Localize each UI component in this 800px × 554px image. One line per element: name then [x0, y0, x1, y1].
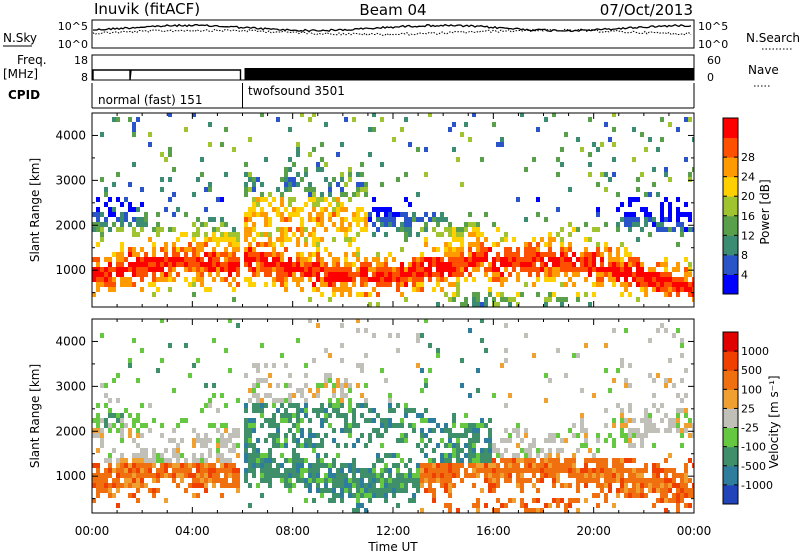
noise-sky-trace — [92, 23, 692, 33]
colorbar-swatch — [723, 118, 738, 139]
noise-right-tick-bottom: 10^0 — [698, 38, 728, 51]
x-axis-ticks: 00:00 04:00 08:00 12:00 16:00 20:00 00:00 — [75, 113, 712, 538]
colorbar-swatch — [723, 176, 738, 197]
x-tick-label: 00:00 — [75, 524, 110, 538]
x-tick-label: 12:00 — [376, 524, 411, 538]
colorbar-swatch — [723, 235, 738, 256]
noise-search-trace — [92, 28, 692, 37]
y-tick-label: 3000 — [55, 173, 86, 187]
colorbar-tick-label: 16 — [741, 210, 755, 223]
colorbar-tick-label: 100 — [741, 383, 762, 396]
colorbar-tick-label: 28 — [741, 151, 755, 164]
nave-trace — [244, 68, 694, 80]
velocity-colorbar-label: Velocity [m s⁻¹] — [767, 375, 781, 468]
y-tick-label: 2000 — [55, 424, 86, 438]
y-tick-label: 4000 — [55, 128, 86, 142]
colorbar-swatch — [723, 370, 738, 390]
colorbar-tick-label: 25 — [741, 402, 755, 415]
y-tick-label: 1000 — [55, 469, 86, 483]
colorbar-swatch — [723, 157, 738, 178]
nave-label: Nave — [748, 63, 779, 77]
freq-label-top: Freq. — [17, 53, 47, 67]
noise-left-tick-top: 10^5 — [58, 20, 88, 33]
colorbar-tick-label: 12 — [741, 229, 755, 242]
cpid-mode-twofsound: twofsound 3501 — [248, 84, 345, 98]
power-ylabel: Slant Range [km] — [28, 158, 42, 262]
colorbar-tick-label: -100 — [741, 441, 766, 454]
colorbar-tick-label: 1000 — [741, 345, 769, 358]
power-panel: 1000 2000 3000 4000 Slant Range [km] — [28, 112, 695, 308]
y-tick-label: 4000 — [55, 334, 86, 348]
power-y-ticks: 1000 2000 3000 4000 — [55, 128, 694, 294]
colorbar-swatch — [723, 254, 738, 275]
freq-tick-bottom: 8 — [81, 71, 88, 84]
x-axis-label: Time UT — [367, 540, 418, 554]
colorbar-tick-label: 4 — [741, 268, 748, 281]
frequency-trace — [92, 69, 242, 81]
colorbar-swatch — [723, 332, 738, 352]
colorbar-tick-label: 500 — [741, 364, 762, 377]
x-tick-label: 08:00 — [275, 524, 310, 538]
colorbar-swatch — [723, 389, 738, 409]
colorbar-swatch — [723, 137, 738, 158]
colorbar-swatch — [723, 196, 738, 217]
x-tick-label: 00:00 — [677, 524, 712, 538]
x-tick-label: 20:00 — [576, 524, 611, 538]
nave-tick-bottom: 0 — [707, 71, 714, 84]
colorbar-tick-label: -500 — [741, 460, 766, 473]
colorbar-swatch — [723, 465, 738, 486]
velocity-colorbar: 1000 500 100 25 -25 -100 -500 -1000 — [722, 331, 773, 505]
y-tick-label: 1000 — [55, 263, 86, 277]
colorbar-tick-label: -25 — [741, 422, 759, 435]
cpid-strip: normal (fast) 151 twofsound 3501 — [91, 83, 695, 109]
colorbar-swatch — [723, 446, 738, 467]
x-tick-label: 16:00 — [476, 524, 511, 538]
noise-left-tick-bottom: 10^0 — [58, 38, 88, 51]
colorbar-swatch — [723, 274, 738, 295]
beam-label: Beam 04 — [359, 1, 426, 19]
colorbar-tick-label: -1000 — [741, 479, 773, 492]
station-title: Inuvik (fitACF) — [94, 0, 200, 18]
cpid-mode-normal: normal (fast) 151 — [98, 93, 202, 107]
power-colorbar-label: Power [dB] — [758, 179, 772, 244]
date-label: 07/Oct/2013 — [600, 1, 693, 19]
y-tick-label: 2000 — [55, 218, 86, 232]
colorbar-tick-label: 8 — [741, 249, 748, 262]
nsearch-label: N.Search — [746, 31, 800, 45]
freq-nave-strip: 18 8 60 0 — [74, 54, 721, 84]
colorbar-tick-label: 24 — [741, 171, 755, 184]
colorbar-swatch — [723, 351, 738, 371]
nsky-label: N.Sky — [3, 31, 37, 45]
noise-right-tick-top: 10^5 — [698, 20, 728, 33]
y-tick-label: 3000 — [55, 379, 86, 393]
nave-tick-top: 60 — [707, 54, 721, 67]
x-tick-label: 04:00 — [175, 524, 210, 538]
colorbar-tick-label: 20 — [741, 190, 755, 203]
velocity-ylabel: Slant Range [km] — [28, 364, 42, 468]
freq-label-bottom: [MHz] — [3, 67, 38, 81]
cpid-label: CPID — [8, 88, 40, 102]
velocity-panel: 1000 2000 3000 4000 Slant Range [km] — [28, 318, 695, 514]
velocity-y-ticks: 1000 2000 3000 4000 — [55, 334, 694, 500]
colorbar-swatch — [723, 215, 738, 236]
freq-tick-top: 18 — [74, 54, 88, 67]
colorbar-swatch — [723, 408, 738, 429]
power-data — [92, 113, 694, 307]
colorbar-swatch — [723, 484, 738, 505]
velocity-data — [92, 319, 694, 513]
noise-strip: 10^5 10^0 10^5 10^0 — [58, 19, 728, 51]
colorbar-swatch — [723, 427, 738, 448]
power-colorbar: 4 8 12 16 20 24 28 — [722, 117, 755, 295]
